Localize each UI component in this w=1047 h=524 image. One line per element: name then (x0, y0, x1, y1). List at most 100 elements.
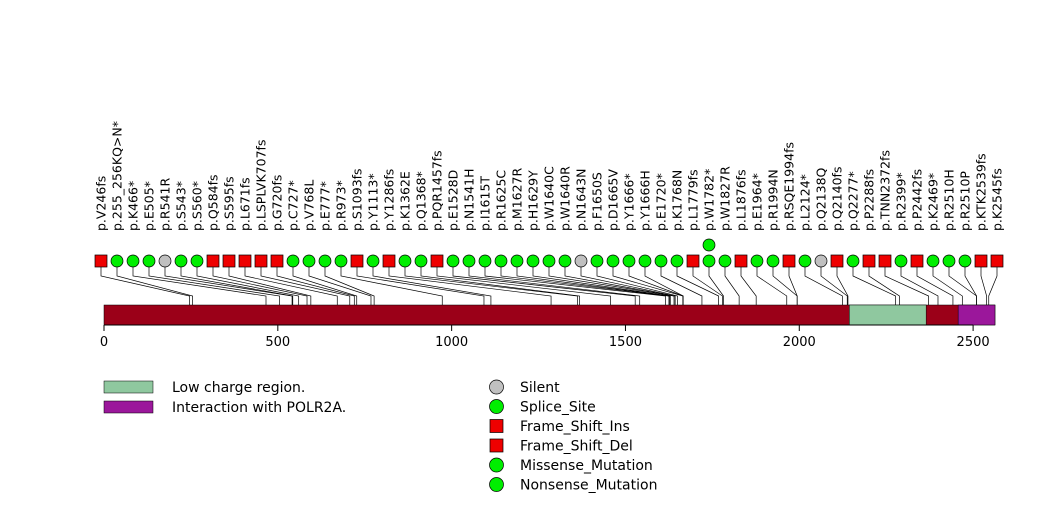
mutation-marker (126, 254, 140, 268)
mutation-connector (804, 261, 843, 305)
mutation-marker (798, 254, 812, 268)
mutation-connector (484, 261, 666, 305)
mutation-label: p.V246fs (94, 176, 109, 231)
mutation-label: p.R2510H (942, 169, 957, 231)
mutation-marker (622, 254, 636, 268)
mutation-label: p.R2399* (894, 172, 909, 231)
mutation-label: p.L2124* (798, 174, 813, 231)
mutation-marker (222, 254, 236, 268)
mutation-marker (542, 254, 556, 268)
mutation-legend-symbol (489, 477, 504, 492)
mutation-label: p.R1625C (494, 170, 509, 231)
mutation-label: p.E777* (318, 181, 333, 231)
mutation-label: p.K466* (126, 181, 141, 231)
mutation-marker (110, 254, 124, 268)
mutation-marker (430, 254, 444, 268)
domain-legend: Low charge region. Interaction with POLR2… (103, 380, 346, 416)
mutation-marker (414, 254, 428, 268)
domain-legend-label: Interaction with POLR2A. (172, 400, 346, 416)
mutation-connector (724, 261, 740, 305)
mutation-label: p.S560* (190, 181, 205, 231)
mutation-marker (750, 254, 764, 268)
mutation-connector (580, 261, 676, 305)
mutation-marker (174, 254, 188, 268)
mutation-connector (132, 261, 267, 305)
mutation-marker (286, 254, 300, 268)
mutation-connector (468, 261, 641, 305)
mutation-connector (324, 261, 375, 305)
mutation-marker (398, 254, 412, 268)
mutation-connector (980, 261, 988, 305)
mutation-marker (574, 254, 588, 268)
mutation-marker (734, 254, 748, 268)
mutation-connector (532, 261, 671, 305)
mutation-marker (254, 254, 268, 268)
mutation-marker (702, 254, 716, 268)
mutation-connector (884, 261, 929, 305)
mutation-label: p.PQR1457fs (430, 150, 445, 231)
mutation-label: p.M1627R (510, 167, 525, 231)
mutation-label: p.K1768N (670, 170, 685, 231)
mutation-marker (206, 254, 220, 268)
mutation-label: p.KTK2539fs (974, 153, 989, 231)
mutation-label: p.K1362E (398, 171, 413, 231)
mutation-label: p.W1640R (558, 166, 573, 231)
mutation-label: p.R2510P (958, 171, 973, 231)
mutation-label: p.Q2140fs (830, 167, 845, 231)
mutation-legend-label: Missense_Mutation (520, 458, 653, 474)
mutation-marker (382, 254, 396, 268)
mutation-connector (660, 261, 703, 305)
mutation-marker (974, 254, 988, 268)
mutation-connector (740, 261, 757, 305)
mutation-legend-label: Frame_Shift_Del (520, 439, 633, 455)
mutation-connector (420, 261, 580, 305)
mutation-connector (900, 261, 939, 305)
mutation-marker (142, 254, 156, 268)
mutation-legend-symbol (489, 457, 504, 473)
axis-tick-label: 2000 (783, 335, 816, 350)
mutation-marker (558, 254, 572, 268)
mutation-marker (846, 254, 860, 268)
mutation-marker (446, 254, 460, 268)
mutation-label: p.255_256KQ>N* (110, 121, 125, 231)
mutation-label: p.R541R (158, 178, 173, 231)
domain-2 (957, 304, 996, 326)
axis-tick-label: 2500 (957, 335, 990, 350)
mutation-connector (644, 261, 684, 305)
mutation-label: p.N1541H (462, 169, 477, 231)
mutation-connector (692, 261, 723, 305)
mutation-connector (308, 261, 372, 305)
mutation-label: p.V768L (302, 180, 317, 231)
mutation-marker (366, 254, 380, 268)
mutation-label: p.P2442fs (910, 169, 925, 231)
mutation-connector (836, 261, 849, 305)
mutation-connector (292, 261, 358, 305)
mutation-connector (988, 261, 998, 305)
mutation-marker (334, 254, 348, 268)
mutation-label: p.R973* (334, 180, 349, 231)
domain-1 (849, 304, 927, 326)
mutation-connector (116, 261, 193, 305)
mutation-label: p.L1779fs (686, 169, 701, 231)
mutation-marker (670, 254, 684, 268)
mutation-legend-label: Splice_Site (520, 400, 596, 416)
mutation-marker (942, 254, 956, 268)
mutation-connector (916, 261, 954, 305)
protein-track (103, 304, 996, 326)
mutation-legend-symbol (489, 399, 504, 414)
mutation-label: p.S1093fs (350, 168, 365, 231)
mutation-label: p.W1640C (542, 166, 557, 231)
mutation-connector (676, 261, 719, 305)
mutation-connector (788, 261, 798, 305)
mutation-marker (718, 254, 732, 268)
mutation-legend-symbol (489, 419, 504, 433)
mutation-label: p.W1827R (718, 166, 733, 231)
mutation-connector (516, 261, 670, 305)
mutation-marker (990, 254, 1004, 268)
mutation-connector (196, 261, 300, 305)
mutation-label: p.L1876fs (734, 169, 749, 231)
mutation-marker (830, 254, 844, 268)
mutation-label: p.Q584fs (206, 174, 221, 231)
mutation-label: p.H1629Y (526, 170, 541, 231)
mutation-label: p.Q1368* (414, 171, 429, 231)
